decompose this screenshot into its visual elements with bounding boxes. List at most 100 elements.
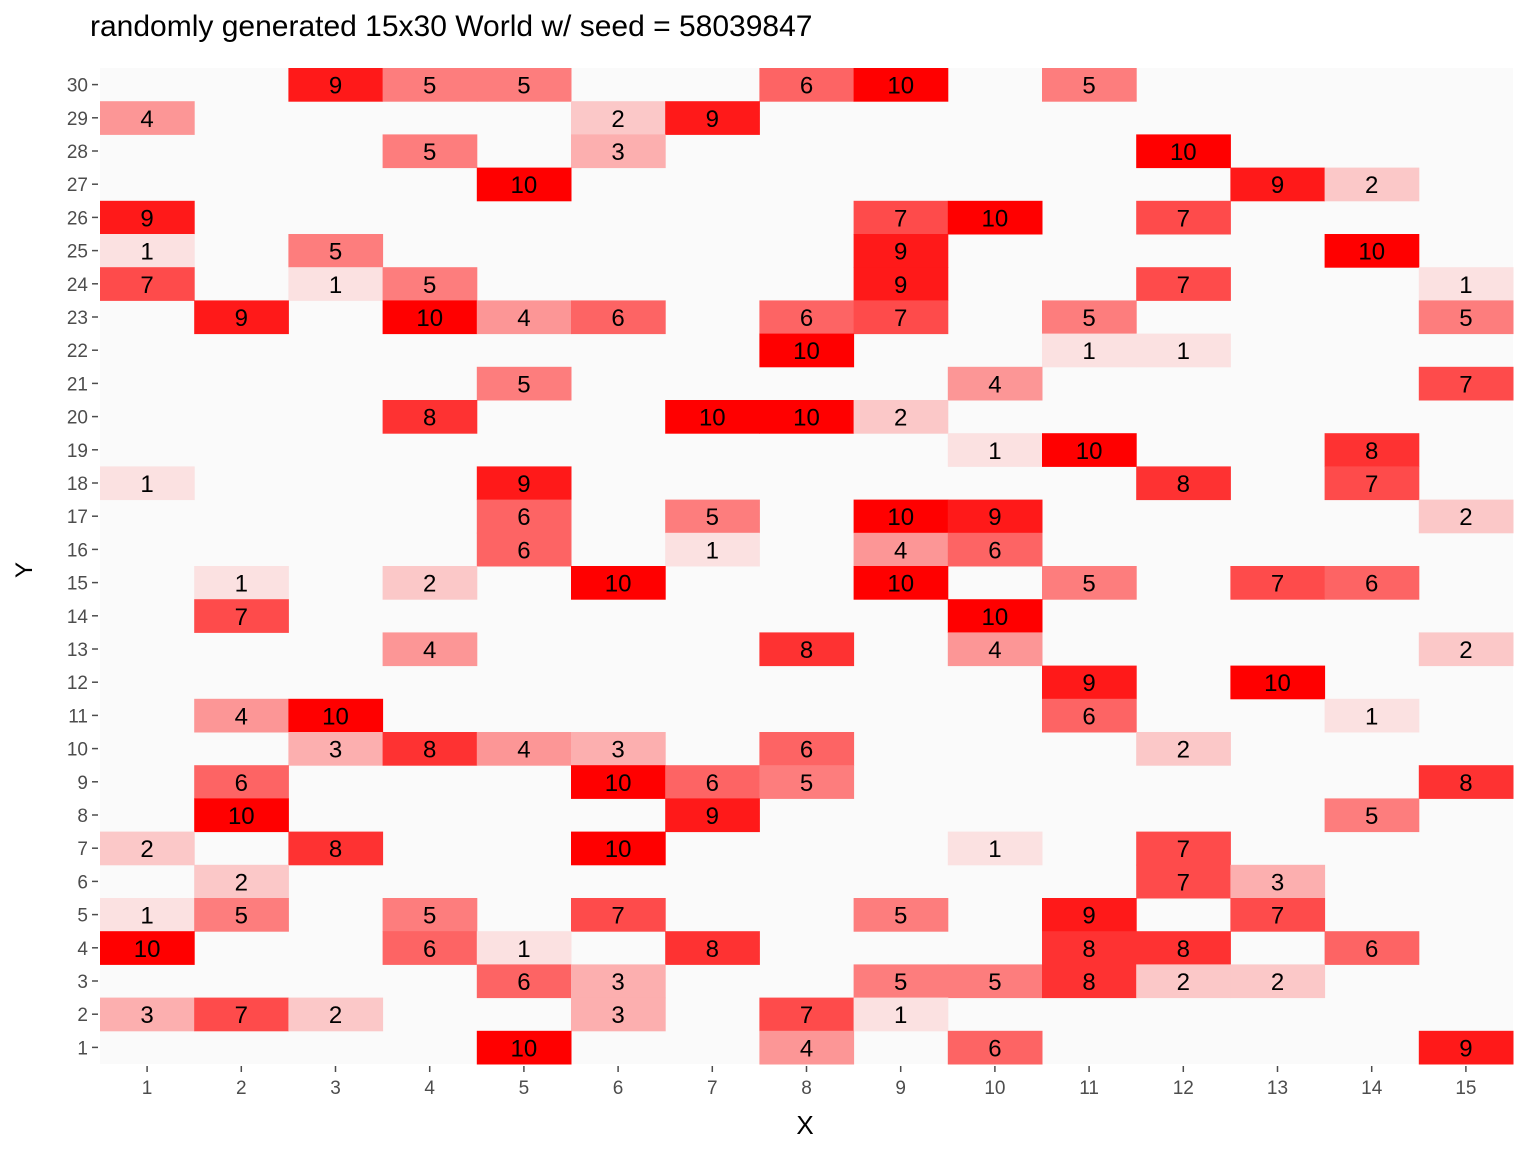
y-tick-label: 15	[67, 574, 88, 595]
heatmap-cell	[476, 931, 572, 965]
heatmap-cell	[1418, 632, 1514, 667]
y-tick-label: 20	[67, 408, 88, 429]
heatmap-cell	[759, 997, 855, 1032]
cell-value-label: 6	[1082, 703, 1095, 730]
cell-value-label: 9	[706, 803, 719, 830]
cell-value-label: 3	[611, 737, 624, 764]
heatmap-cell	[382, 898, 478, 932]
cell-value-label: 10	[793, 405, 820, 432]
cell-value-label: 6	[988, 1035, 1001, 1062]
cell-value-label: 3	[611, 969, 624, 996]
heatmap-cell	[100, 831, 195, 866]
heatmap-cell	[853, 400, 949, 434]
y-tick-label: 12	[67, 673, 88, 694]
heatmap-cell	[1324, 566, 1420, 600]
cell-value-label: 7	[611, 903, 624, 930]
cell-value-label: 10	[1076, 438, 1103, 465]
heatmap-cell	[947, 599, 1043, 633]
heatmap-cell	[571, 134, 666, 169]
cell-value-label: 1	[1177, 338, 1190, 365]
y-tick-label: 23	[67, 308, 88, 329]
y-tick-label: 7	[77, 839, 88, 860]
y-tick-label: 3	[77, 972, 88, 993]
y-tick-label: 28	[67, 142, 88, 163]
cell-value-label: 1	[1082, 338, 1095, 365]
heatmap-cell	[476, 466, 572, 501]
heatmap-cell	[288, 234, 384, 268]
cell-value-label: 4	[517, 305, 530, 332]
cell-value-label: 4	[140, 106, 153, 133]
cell-value-label: 2	[1459, 504, 1472, 531]
cell-value-label: 8	[800, 637, 813, 664]
heatmap-cell	[853, 200, 949, 235]
cell-value-label: 7	[235, 1002, 248, 1029]
cell-value-label: 4	[988, 371, 1001, 398]
cell-value-label: 10	[416, 305, 443, 332]
cell-value-label: 9	[1271, 172, 1284, 199]
heatmap-cell	[759, 765, 855, 799]
cell-value-label: 5	[706, 504, 719, 531]
x-tick-label: 2	[236, 1078, 247, 1099]
y-tick-label: 16	[67, 540, 88, 561]
heatmap-cell	[100, 898, 195, 932]
cell-value-label: 5	[1082, 571, 1095, 598]
heatmap-cell	[194, 898, 289, 932]
cell-value-label: 5	[329, 239, 342, 266]
heatmap-cell	[571, 101, 666, 135]
heatmap-cell	[194, 599, 289, 633]
cell-value-label: 6	[611, 305, 624, 332]
cell-value-label: 10	[887, 73, 914, 100]
cell-value-label: 1	[1459, 272, 1472, 299]
y-tick-label: 17	[67, 507, 88, 528]
heatmap-cell	[1136, 200, 1231, 235]
heatmap-cell	[100, 200, 195, 235]
cell-value-label: 10	[1170, 139, 1197, 166]
heatmap-cell	[1042, 333, 1137, 368]
heatmap-cell	[759, 400, 855, 434]
y-tick-label: 8	[77, 806, 88, 827]
x-tick-label: 7	[707, 1078, 718, 1099]
heatmap-cell	[1418, 300, 1514, 335]
cell-value-label: 5	[894, 969, 907, 996]
x-tick-label: 13	[1267, 1078, 1288, 1099]
cell-value-label: 2	[235, 869, 248, 896]
heatmap-cell	[1136, 466, 1231, 501]
y-tick-label: 27	[67, 175, 88, 196]
cell-value-label: 6	[517, 504, 530, 531]
heatmap-cell	[947, 831, 1043, 866]
heatmap-cell	[853, 267, 949, 301]
heatmap-cell	[1042, 898, 1137, 932]
cell-value-label: 10	[982, 205, 1009, 232]
cell-value-label: 1	[706, 537, 719, 564]
y-tick-label: 4	[77, 939, 88, 960]
heatmap-cell	[194, 997, 289, 1032]
heatmap-cell	[476, 300, 572, 335]
cell-value-label: 2	[423, 571, 436, 598]
heatmap-cell	[571, 732, 666, 766]
cell-value-label: 7	[1177, 205, 1190, 232]
cell-value-label: 1	[329, 272, 342, 299]
heatmap-cell	[947, 964, 1043, 999]
cell-value-label: 2	[140, 836, 153, 863]
cell-value-label: 10	[982, 604, 1009, 631]
cell-value-label: 1	[140, 471, 153, 498]
heatmap-cell	[1042, 300, 1137, 335]
y-tick-label: 10	[67, 740, 88, 761]
x-tick-label: 12	[1173, 1078, 1194, 1099]
cell-value-label: 10	[228, 803, 255, 830]
cell-value-label: 1	[988, 438, 1001, 465]
heatmap-cell	[947, 1030, 1043, 1065]
heatmap-cell	[1230, 665, 1326, 700]
heatmap-cell	[194, 566, 289, 600]
cell-value-label: 3	[611, 139, 624, 166]
cell-value-label: 1	[1365, 703, 1378, 730]
heatmap-cell	[571, 964, 666, 999]
cell-value-label: 6	[1365, 571, 1378, 598]
cell-value-label: 6	[800, 305, 813, 332]
cell-value-label: 6	[423, 936, 436, 963]
cell-value-label: 6	[800, 73, 813, 100]
heatmap-cell	[1042, 964, 1137, 999]
y-tick-label: 5	[77, 906, 88, 927]
x-tick-label: 5	[519, 1078, 530, 1099]
cell-value-label: 2	[1271, 969, 1284, 996]
